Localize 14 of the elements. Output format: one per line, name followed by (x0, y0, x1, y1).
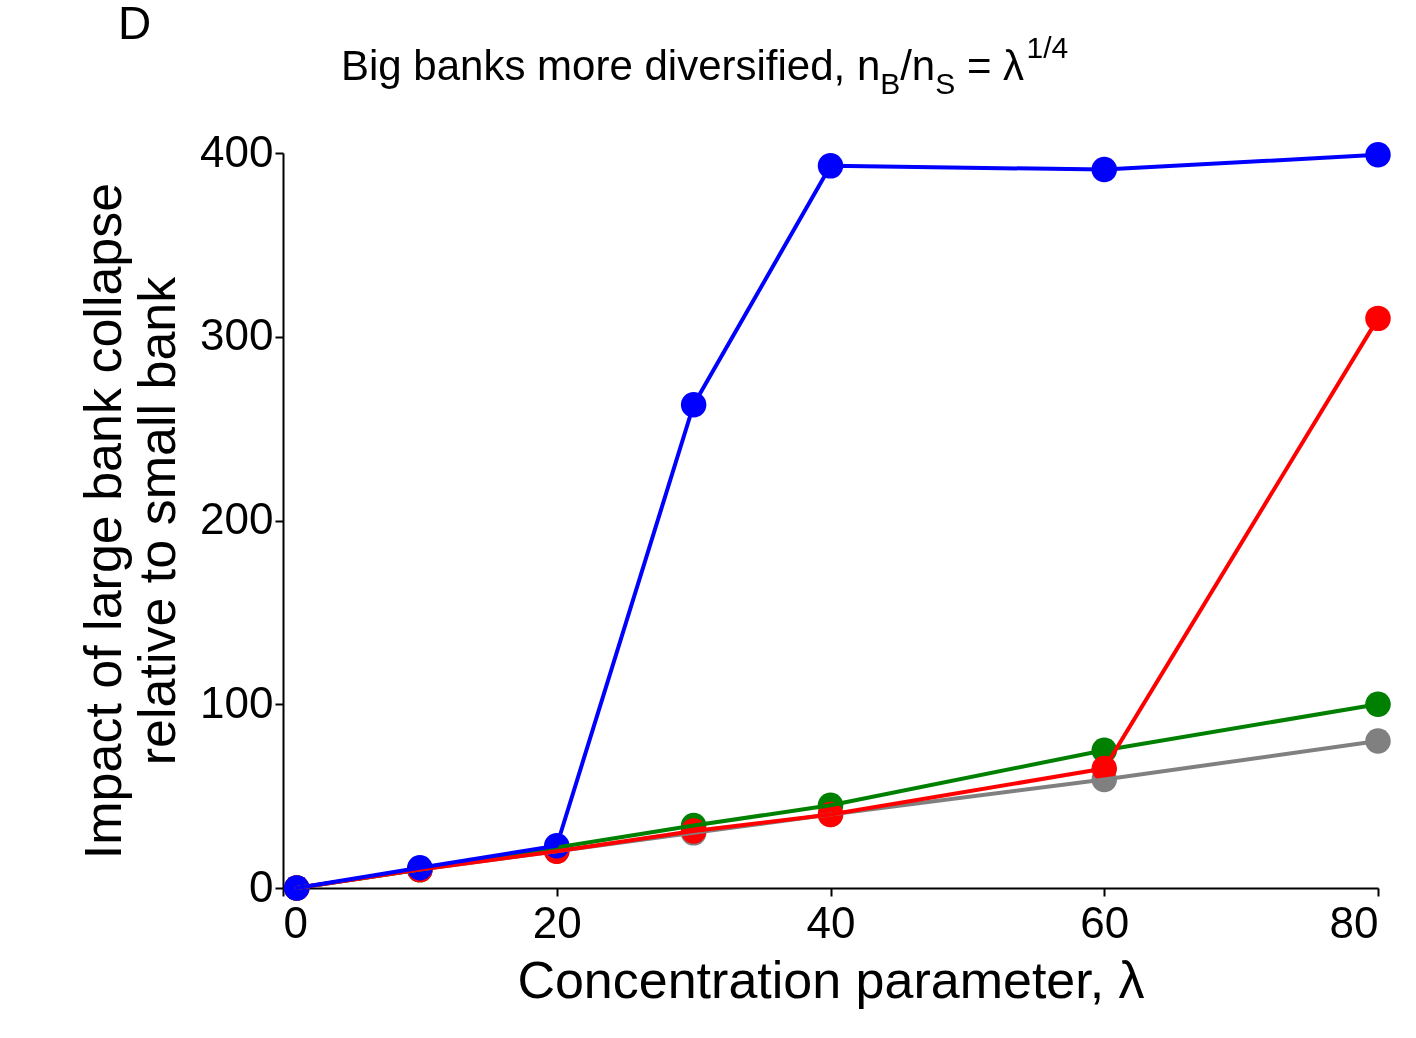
x-tick-label: 40 (806, 897, 856, 947)
text: D (118, 0, 152, 49)
point (1365, 305, 1391, 332)
y-tick-label: 0 (249, 861, 274, 911)
y-axis-title: Impact of large bank collapse relative to small bank (74, 182, 187, 860)
y-tick-label: 400 (200, 126, 274, 176)
y-tick-label: 200 (200, 494, 274, 543)
x-tick-label: 80 (1329, 897, 1379, 947)
x-tick-label: 20 (532, 897, 582, 947)
x-tick-label: 60 (1080, 897, 1130, 947)
x-axis-title: Concentration parameter, λ (517, 950, 1145, 1009)
y-tick-label: 100 (200, 677, 274, 727)
y-tick-label: 300 (200, 310, 274, 360)
x-tick-label: 0 (283, 897, 308, 947)
